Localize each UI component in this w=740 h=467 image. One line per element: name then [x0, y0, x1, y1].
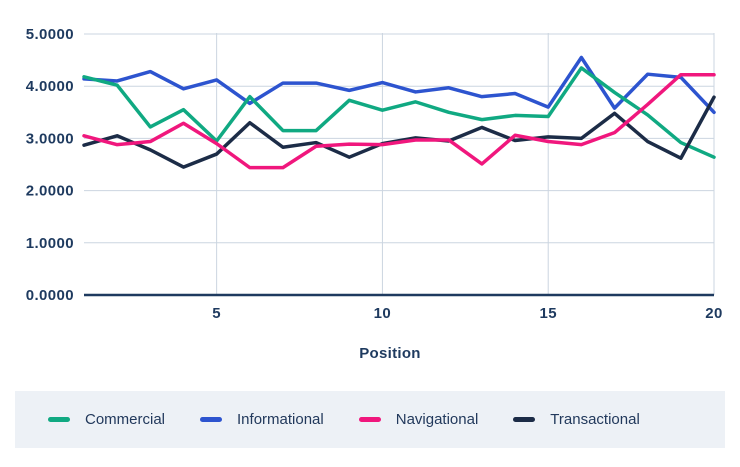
x-tick-label: 5 [212, 305, 221, 322]
y-tick-label: 2.0000 [26, 183, 74, 200]
series-line-commercial [82, 66, 716, 159]
legend-item-commercial[interactable]: Commercial [48, 411, 165, 428]
x-tick-label: 15 [539, 305, 557, 322]
legend-item-informational[interactable]: Informational [200, 411, 324, 428]
legend-label-transactional: Transactional [550, 411, 640, 428]
y-tick-label: 1.0000 [26, 235, 74, 252]
chart-canvas: 0.0000 1.0000 2.0000 3.0000 4.0000 5.0000 5 10 1… [26, 26, 723, 322]
y-tick-label: 4.0000 [26, 78, 74, 95]
x-axis-title: Position [359, 345, 421, 362]
y-tick-label: 5.0000 [26, 26, 74, 43]
y-tick-label: 3.0000 [26, 130, 74, 147]
legend-label-commercial: Commercial [85, 411, 166, 428]
x-tick-label: 20 [705, 305, 723, 322]
legend-item-navigational[interactable]: Navigational [358, 411, 479, 428]
legend-swatch-commercial [48, 417, 70, 422]
series-line-informational [82, 55, 716, 115]
legend-swatch-navigational [358, 417, 381, 422]
legend-label-informational: Informational [237, 411, 324, 428]
legend-label-navigational: Navigational [395, 411, 479, 428]
x-tick-label: 10 [374, 305, 392, 322]
legend-item-transactional[interactable]: Transactional [513, 411, 640, 428]
legend-swatch-informational [200, 417, 223, 422]
series-line-navigational [82, 72, 716, 170]
legend: Commercial Informational Navigational Tr… [15, 391, 725, 448]
y-tick-label: 0.0000 [26, 287, 74, 304]
legend-swatch-transactional [513, 417, 536, 422]
